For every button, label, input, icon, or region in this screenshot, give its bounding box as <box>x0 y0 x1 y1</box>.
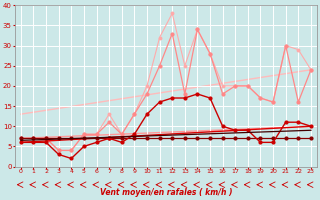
X-axis label: Vent moyen/en rafales ( km/h ): Vent moyen/en rafales ( km/h ) <box>100 188 232 197</box>
